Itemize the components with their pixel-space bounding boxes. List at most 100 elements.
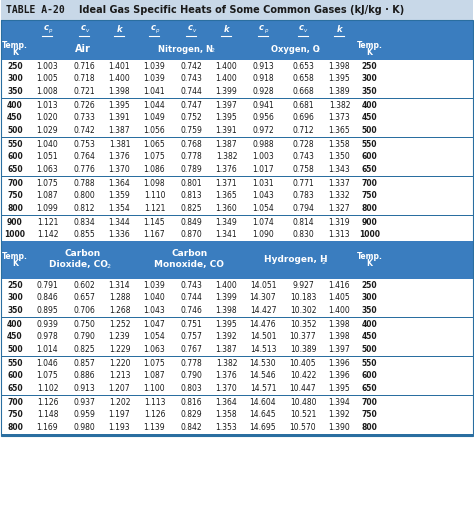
- Text: 1.046: 1.046: [36, 359, 58, 368]
- Text: 1.029: 1.029: [36, 126, 58, 135]
- Text: 1.142: 1.142: [37, 230, 58, 239]
- Text: 2: 2: [107, 265, 110, 269]
- Text: 1.381: 1.381: [109, 140, 130, 149]
- Text: 1.040: 1.040: [144, 293, 165, 302]
- Text: K: K: [12, 48, 18, 57]
- Text: 0.918: 0.918: [252, 74, 274, 83]
- Text: 1.398: 1.398: [216, 306, 237, 315]
- Text: c: c: [81, 24, 85, 32]
- Text: 0.778: 0.778: [181, 152, 202, 161]
- Text: 1.008: 1.008: [36, 87, 58, 96]
- Text: 1.332: 1.332: [328, 191, 350, 200]
- Text: 1.047: 1.047: [144, 320, 165, 329]
- Text: 1.400: 1.400: [216, 281, 237, 290]
- Text: 1.087: 1.087: [36, 191, 58, 200]
- Bar: [1, 216, 473, 229]
- Text: 0.744: 0.744: [181, 293, 202, 302]
- Text: Carbon: Carbon: [64, 249, 100, 259]
- Text: 0.846: 0.846: [36, 293, 58, 302]
- Text: 0.658: 0.658: [292, 74, 314, 83]
- Text: Temp.: Temp.: [356, 252, 383, 261]
- Text: 0.913: 0.913: [252, 62, 274, 71]
- Bar: [1, 370, 473, 382]
- Text: 1.039: 1.039: [144, 74, 165, 83]
- Text: 1.086: 1.086: [144, 165, 165, 174]
- Text: 1.110: 1.110: [144, 191, 165, 200]
- Text: c: c: [259, 24, 264, 32]
- Text: 0.803: 0.803: [181, 384, 202, 393]
- Text: 0.834: 0.834: [73, 218, 95, 227]
- Text: 1.376: 1.376: [216, 165, 237, 174]
- Text: k: k: [337, 25, 342, 33]
- Text: 1.268: 1.268: [109, 306, 130, 315]
- Bar: [1, 433, 473, 435]
- Text: 1.364: 1.364: [216, 398, 237, 407]
- Text: 300: 300: [7, 293, 23, 302]
- Text: 0.791: 0.791: [36, 281, 58, 290]
- Text: 1.382: 1.382: [216, 359, 237, 368]
- Text: 1.358: 1.358: [328, 140, 350, 149]
- Bar: [1, 317, 473, 318]
- Text: 1.371: 1.371: [216, 179, 237, 188]
- Text: 1.336: 1.336: [109, 230, 130, 239]
- Text: 0.758: 0.758: [292, 165, 314, 174]
- Bar: [1, 85, 473, 98]
- Text: 0.783: 0.783: [292, 191, 314, 200]
- Text: 1.395: 1.395: [328, 384, 350, 393]
- Text: 750: 750: [362, 191, 377, 200]
- Bar: [1, 98, 473, 99]
- Text: 10.302: 10.302: [290, 306, 316, 315]
- Text: 700: 700: [362, 398, 377, 407]
- Text: 600: 600: [7, 152, 23, 161]
- Text: 0.742: 0.742: [181, 62, 202, 71]
- Bar: [1, 214, 473, 216]
- Text: 1.229: 1.229: [109, 345, 130, 354]
- Text: 900: 900: [362, 218, 377, 227]
- Text: 1.354: 1.354: [109, 204, 130, 213]
- Text: 14.571: 14.571: [250, 384, 276, 393]
- Text: 14.530: 14.530: [250, 359, 276, 368]
- Bar: [1, 72, 473, 85]
- Text: Ideal Gas Specific Heats of Some Common Gases (kJ/kg · K): Ideal Gas Specific Heats of Some Common …: [79, 5, 404, 15]
- Bar: [1, 382, 473, 395]
- Text: 0.825: 0.825: [73, 345, 95, 354]
- Text: 1.391: 1.391: [109, 113, 130, 122]
- Text: 1.364: 1.364: [109, 179, 130, 188]
- Text: 1.065: 1.065: [144, 140, 165, 149]
- Text: 1.395: 1.395: [328, 74, 350, 83]
- Text: 700: 700: [7, 179, 23, 188]
- Text: Dioxide, CO: Dioxide, CO: [49, 260, 108, 268]
- Text: 0.789: 0.789: [181, 165, 202, 174]
- Text: 450: 450: [7, 113, 23, 122]
- Text: 10.183: 10.183: [290, 293, 316, 302]
- Text: 350: 350: [362, 87, 377, 96]
- Text: 450: 450: [362, 332, 377, 341]
- Text: 1.376: 1.376: [109, 152, 130, 161]
- Text: 0.939: 0.939: [36, 320, 58, 329]
- Text: 1.075: 1.075: [36, 371, 58, 380]
- Bar: [1, 124, 473, 137]
- Text: 1.049: 1.049: [144, 113, 165, 122]
- Text: 0.757: 0.757: [181, 332, 202, 341]
- Text: 14.427: 14.427: [250, 306, 276, 315]
- Text: 14.695: 14.695: [250, 423, 276, 432]
- Text: 1.400: 1.400: [328, 306, 350, 315]
- Text: 1.054: 1.054: [252, 204, 274, 213]
- Text: 1.373: 1.373: [328, 113, 350, 122]
- Text: 14.501: 14.501: [250, 332, 276, 341]
- Text: 1.416: 1.416: [328, 281, 350, 290]
- Text: 1.360: 1.360: [216, 204, 237, 213]
- Text: 0.855: 0.855: [73, 230, 95, 239]
- Text: 300: 300: [362, 74, 377, 83]
- Text: 1.405: 1.405: [328, 293, 350, 302]
- Text: 0.771: 0.771: [292, 179, 314, 188]
- Text: 1.398: 1.398: [328, 62, 350, 71]
- Text: 10.521: 10.521: [290, 410, 316, 419]
- Text: 0.959: 0.959: [73, 410, 95, 419]
- Text: 10.405: 10.405: [290, 359, 316, 368]
- Text: 550: 550: [362, 359, 377, 368]
- Text: 0.842: 0.842: [181, 423, 202, 432]
- Text: 1.074: 1.074: [252, 218, 274, 227]
- Text: 0.870: 0.870: [181, 230, 202, 239]
- Text: 1.400: 1.400: [216, 74, 237, 83]
